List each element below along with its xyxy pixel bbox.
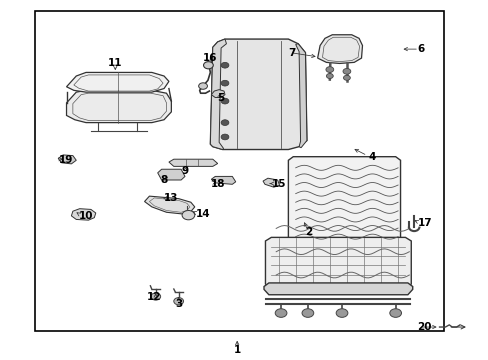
- Text: 7: 7: [288, 48, 295, 58]
- Circle shape: [221, 80, 228, 86]
- Circle shape: [173, 298, 183, 305]
- Polygon shape: [264, 283, 412, 295]
- Polygon shape: [71, 209, 96, 220]
- Polygon shape: [317, 35, 362, 63]
- Text: 2: 2: [305, 227, 312, 237]
- Text: 9: 9: [181, 166, 188, 176]
- Text: 11: 11: [108, 58, 122, 68]
- Polygon shape: [211, 176, 235, 184]
- Polygon shape: [144, 196, 194, 214]
- Text: 4: 4: [368, 152, 375, 162]
- Circle shape: [221, 134, 228, 140]
- Polygon shape: [158, 169, 184, 180]
- Polygon shape: [211, 90, 224, 98]
- Circle shape: [182, 211, 194, 220]
- Text: 3: 3: [175, 299, 182, 309]
- Polygon shape: [295, 44, 306, 148]
- Text: 19: 19: [59, 155, 73, 165]
- Bar: [35, 12, 444, 330]
- Text: 1: 1: [233, 345, 240, 355]
- Text: 20: 20: [417, 322, 431, 332]
- Circle shape: [221, 120, 228, 126]
- Circle shape: [389, 309, 401, 318]
- Polygon shape: [265, 237, 410, 289]
- Polygon shape: [66, 90, 171, 123]
- Polygon shape: [288, 157, 400, 244]
- Circle shape: [325, 67, 333, 72]
- Polygon shape: [168, 159, 217, 166]
- Circle shape: [198, 83, 207, 89]
- Circle shape: [151, 293, 160, 300]
- Circle shape: [221, 62, 228, 68]
- Circle shape: [302, 309, 313, 318]
- Circle shape: [342, 68, 350, 74]
- Polygon shape: [66, 72, 168, 92]
- Text: 17: 17: [417, 218, 431, 228]
- Text: 16: 16: [203, 53, 217, 63]
- Polygon shape: [263, 178, 279, 187]
- Text: 18: 18: [210, 179, 224, 189]
- Polygon shape: [210, 39, 306, 149]
- Text: 15: 15: [271, 179, 285, 189]
- Circle shape: [221, 98, 228, 104]
- Circle shape: [275, 309, 286, 318]
- Circle shape: [326, 73, 332, 78]
- Circle shape: [343, 75, 349, 80]
- Circle shape: [203, 62, 213, 69]
- Text: 14: 14: [195, 209, 210, 219]
- Text: 12: 12: [147, 292, 161, 302]
- Text: 13: 13: [163, 193, 178, 203]
- Polygon shape: [58, 155, 76, 164]
- Polygon shape: [210, 39, 226, 149]
- Circle shape: [335, 309, 347, 318]
- Text: 5: 5: [217, 93, 224, 103]
- Text: 8: 8: [160, 175, 167, 185]
- Text: 6: 6: [417, 44, 424, 54]
- Text: 10: 10: [79, 211, 93, 221]
